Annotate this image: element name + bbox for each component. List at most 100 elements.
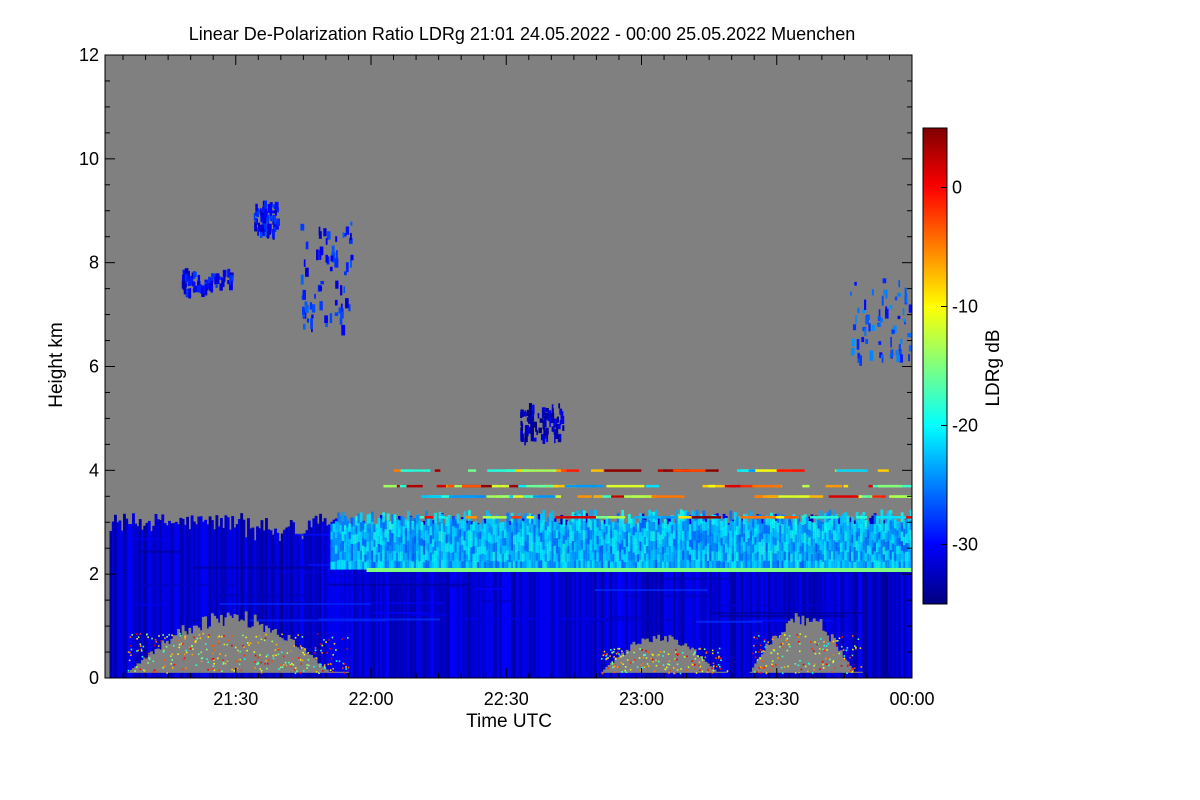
aerosol-cell (567, 521, 570, 530)
boundary-layer-strip (830, 526, 834, 678)
gap-strip (341, 671, 345, 673)
cirrus-cell (258, 227, 262, 232)
aerosol-cell (857, 544, 861, 554)
aerosol-cell (727, 539, 731, 548)
boundary-layer-strip (247, 518, 250, 678)
speckle (825, 645, 828, 647)
speckle (626, 651, 629, 654)
speckle (823, 644, 826, 647)
speckle (300, 663, 303, 665)
y-axis-label: Height km (46, 322, 67, 408)
aerosol-cell (598, 537, 602, 547)
aerosol-cell (623, 523, 627, 532)
boundary-layer-strip (452, 516, 455, 678)
speckle (664, 668, 667, 671)
aerosol-cell (697, 551, 701, 561)
gap-strip (314, 659, 318, 673)
speckle (808, 663, 811, 665)
aerosol-cell (873, 523, 877, 534)
aerosol-cell (909, 509, 912, 521)
aerosol-cell (603, 553, 607, 563)
speckle (819, 668, 821, 670)
aerosol-cell (650, 521, 654, 532)
aerosol-cell (765, 551, 769, 561)
aerosol-cell (661, 523, 665, 532)
aerosol-cell (722, 518, 726, 528)
speckle (806, 670, 809, 673)
cirrus-cell (526, 417, 529, 422)
aerosol-cell (887, 510, 891, 522)
aerosol-cell (808, 529, 812, 538)
gap-strip (641, 638, 645, 673)
aerosol-cell (630, 527, 634, 537)
aerosol-cell (857, 527, 861, 537)
speckle (674, 658, 676, 660)
aerosol-cell (648, 509, 652, 521)
speckle (327, 663, 330, 666)
speckle (763, 640, 766, 643)
gap-strip (337, 671, 341, 673)
speckle (151, 637, 153, 640)
speckle (663, 650, 665, 653)
speckle (131, 634, 134, 636)
speckle (184, 635, 187, 638)
aerosol-cell (756, 533, 760, 543)
aerosol-cell (731, 537, 735, 546)
speckle (756, 637, 759, 640)
aloft-speckle (876, 516, 907, 519)
aerosol-cell (794, 560, 798, 570)
speckle (642, 662, 645, 665)
aerosol-cell (697, 533, 701, 544)
aerosol-cell (754, 552, 758, 562)
boundary-layer-strip (289, 519, 293, 678)
speckle (238, 660, 241, 663)
aerosol-cell (749, 510, 753, 522)
aerosol-cell (857, 552, 861, 562)
aerosol-cell (801, 533, 805, 543)
speckle (162, 651, 165, 653)
speckle (168, 634, 170, 636)
boundary-layer-strip (553, 518, 557, 678)
aerosol-cell (357, 559, 361, 570)
aerosol-cell (636, 538, 640, 547)
gap-strip (188, 627, 192, 673)
aerosol-cell (652, 530, 656, 541)
aerosol-cell (729, 520, 733, 531)
aerosol-cell (384, 544, 388, 554)
aerosol-cell (679, 559, 683, 570)
cirrus-cell (318, 226, 321, 236)
speckle (182, 658, 185, 661)
aerosol-cell (407, 549, 410, 560)
speckle (698, 664, 700, 667)
boundary-layer-strip (751, 520, 755, 678)
speckle (814, 652, 817, 655)
aerosol-cell (445, 542, 449, 553)
aerosol-cell (366, 523, 370, 534)
cirrus-cell (193, 282, 196, 293)
aerosol-cell (905, 560, 909, 570)
aerosol-cell (747, 545, 751, 554)
speckle (331, 636, 334, 639)
gap-strip (192, 625, 196, 673)
speckle (226, 643, 228, 646)
aerosol-cell (528, 522, 532, 533)
speckle (188, 646, 191, 649)
aerosol-cell (368, 532, 372, 542)
aerosol-cell (738, 516, 742, 526)
aerosol-cell (373, 531, 377, 540)
speckle (759, 666, 762, 668)
aerosol-cell (501, 521, 505, 531)
speckle (294, 669, 296, 671)
aerosol-cell (722, 552, 726, 562)
speckle (668, 663, 671, 666)
aerosol-cell (727, 524, 731, 533)
aerosol-cell (709, 560, 712, 570)
cirrus-cell (877, 316, 881, 320)
aerosol-cell (821, 530, 825, 540)
speckle (136, 633, 138, 635)
boundary-layer-strip (233, 527, 237, 678)
speckle (719, 667, 722, 670)
boundary-layer-strip (361, 520, 365, 678)
boundary-layer-strip (855, 517, 859, 678)
aerosol-cell (873, 559, 877, 570)
